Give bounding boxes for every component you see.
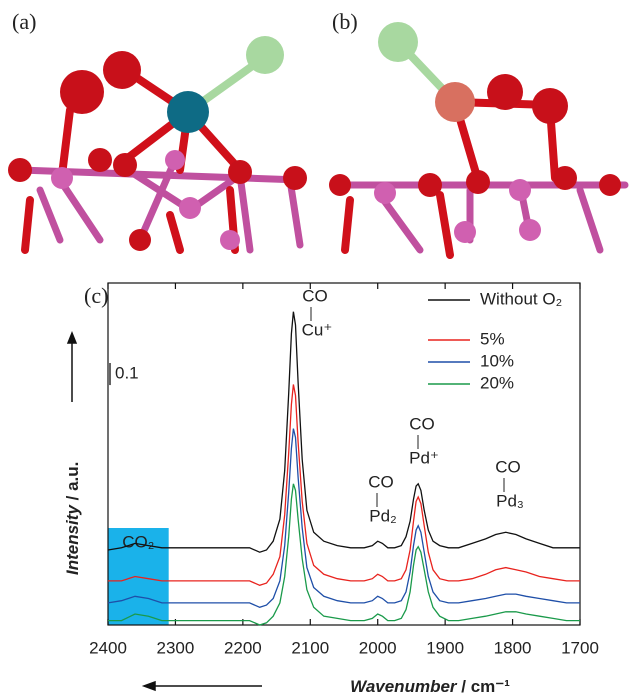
peak-annotation-top: CO [495,457,521,476]
peak-annotation-top: CO [409,414,435,433]
highlight-label: CO₂ [122,532,154,551]
legend-label: 10% [480,351,514,370]
peak-annotation-bottom: Pd⁺ [409,448,439,467]
spectrum-line [107,428,580,608]
x-tick-label: 2200 [224,638,262,657]
peak-annotation-top: CO [302,286,328,305]
spectrum-line [108,384,580,586]
legend-label: 20% [480,373,514,392]
scale-bar-label: 0.1 [115,364,139,383]
legend-label: Without O₂ [480,289,562,308]
structure-b [329,22,629,259]
x-axis-label-rest: / cm⁻¹ [457,677,511,696]
x-axis-label: Wavenumber / cm⁻¹ [350,677,510,696]
x-tick-label: 2100 [291,638,329,657]
axis-arrows [66,330,262,692]
x-tick-label: 2000 [359,638,397,657]
x-tick-label: 1900 [426,638,464,657]
y-axis-label-rest: / a.u. [63,462,82,505]
peak-annotation-top: CO [368,472,394,491]
y-axis-label: Intensity / a.u. [63,462,82,575]
y-axis-label-emphasis: Intensity [63,504,82,575]
peak-annotation-bottom: Pd₃ [496,491,524,510]
x-tick-label: 2400 [89,638,127,657]
plot-frame [107,282,581,626]
panel-label: (b) [332,9,358,34]
peak-annotation-bottom: Pd₂ [369,506,396,525]
peak-annotation-bottom: Cu⁺ [302,320,333,339]
x-tick-label: 2300 [157,638,195,657]
spectrum-line [108,483,580,626]
x-tick-label: 1800 [494,638,532,657]
spectrum-line [107,311,580,553]
panel-label: (c) [84,283,108,308]
panel-label: (a) [12,9,36,34]
structure-a [8,36,307,254]
x-axis-label-emphasis: Wavenumber [350,677,458,696]
legend-label: 5% [480,329,505,348]
x-tick-label: 1700 [561,638,599,657]
